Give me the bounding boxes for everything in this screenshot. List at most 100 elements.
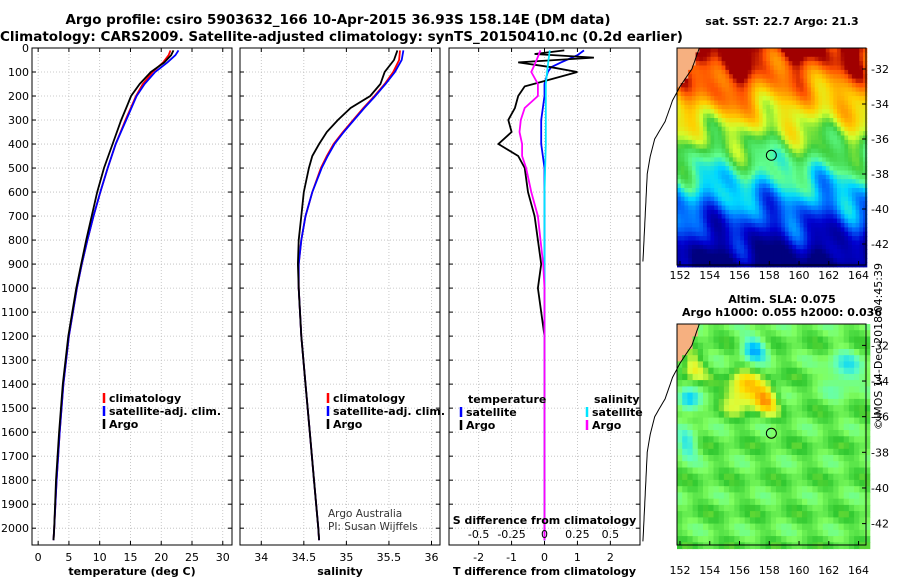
- map-cell: [723, 523, 730, 531]
- map-cell: [833, 517, 840, 525]
- map-cell: [687, 461, 694, 468]
- map-cell: [802, 367, 808, 375]
- map-cell: [837, 223, 842, 228]
- map-cell: [840, 188, 845, 193]
- map-cell: [736, 100, 741, 106]
- map-cell: [855, 113, 860, 119]
- map-cell: [788, 87, 793, 93]
- map-cell: [859, 517, 866, 525]
- map-cell: [765, 405, 772, 412]
- map-cell: [744, 361, 751, 369]
- map-cell: [740, 244, 745, 250]
- map-cell: [825, 157, 831, 163]
- map-cell: [803, 231, 808, 237]
- map-cell: [739, 436, 746, 444]
- map-cell: [829, 122, 834, 128]
- map-cell: [682, 473, 688, 481]
- x-axis-label: salinity: [317, 565, 363, 578]
- map-cell: [807, 65, 812, 71]
- map-cell: [718, 504, 725, 512]
- map-cell: [740, 69, 745, 75]
- map-cell: [691, 139, 697, 145]
- map-cell: [762, 78, 767, 84]
- map-cell: [706, 74, 712, 80]
- map-cell: [818, 218, 823, 224]
- map-cell: [833, 153, 838, 158]
- map-cell: [718, 405, 725, 412]
- map-cell: [796, 411, 803, 419]
- map-cell: [706, 153, 712, 158]
- map-cell: [766, 153, 771, 158]
- map-cell: [758, 91, 764, 97]
- map-cell: [812, 523, 819, 531]
- map-cell: [854, 373, 860, 381]
- map-cell: [765, 386, 772, 394]
- map-cell: [677, 161, 682, 167]
- map-cell: [744, 367, 751, 375]
- map-cell: [812, 511, 819, 518]
- map-cell: [786, 380, 793, 387]
- map-cell: [859, 523, 866, 531]
- map-cell: [688, 183, 693, 189]
- map-cell: [682, 511, 688, 518]
- map-cell: [723, 467, 730, 475]
- map-cell: [695, 223, 700, 228]
- x-tick-label: 15: [123, 551, 137, 564]
- map-cell: [818, 209, 823, 215]
- map-cell: [760, 467, 767, 475]
- map-cell: [792, 244, 797, 250]
- series-line-climatology: [52, 50, 172, 541]
- map-cell: [699, 161, 704, 167]
- map-cell: [739, 324, 746, 331]
- map-cell: [833, 423, 840, 431]
- map-cell: [703, 109, 708, 115]
- map-cell: [766, 231, 771, 237]
- map-cell: [781, 218, 786, 224]
- map-cell: [692, 430, 699, 437]
- map-cell: [851, 56, 857, 62]
- map-cell: [859, 417, 866, 425]
- map-cell: [859, 109, 864, 115]
- map-cell: [773, 48, 778, 53]
- map-cell: [855, 153, 860, 158]
- map-cell: [725, 201, 730, 207]
- map-cell: [802, 386, 808, 394]
- map-cell: [736, 218, 741, 224]
- map-cell: [773, 91, 778, 97]
- map-cell: [799, 74, 805, 80]
- map-cell: [710, 183, 715, 189]
- map-cell: [818, 74, 823, 80]
- map-cell: [822, 56, 827, 62]
- map-cell: [695, 78, 700, 84]
- map-cell: [732, 126, 738, 132]
- map-cell: [859, 223, 864, 228]
- map-cell: [710, 61, 715, 67]
- map-cell: [677, 517, 683, 525]
- map-cell: [825, 231, 831, 237]
- map-cell: [828, 324, 834, 331]
- map-cell: [755, 380, 761, 387]
- map-cell: [818, 109, 823, 115]
- map-cell: [677, 367, 683, 375]
- map-cell: [776, 349, 782, 356]
- map-cell: [837, 104, 842, 110]
- map-cell: [740, 153, 745, 158]
- x-tick-label: 36: [424, 551, 438, 564]
- map-y-tick-label: -34: [871, 375, 889, 388]
- map-cell: [729, 205, 734, 211]
- map-cell: [786, 517, 793, 525]
- map-cell: [736, 223, 741, 228]
- map-cell: [695, 244, 700, 250]
- map-cell: [706, 183, 712, 189]
- map-cell: [677, 529, 683, 537]
- map-cell: [773, 170, 778, 176]
- map-cell: [692, 361, 699, 369]
- map-cell: [762, 166, 767, 172]
- map-cell: [684, 131, 689, 137]
- map-cell: [714, 183, 719, 189]
- map-cell: [723, 355, 730, 362]
- map-cell: [766, 83, 771, 88]
- map-cell: [838, 361, 845, 369]
- map-cell: [864, 386, 871, 394]
